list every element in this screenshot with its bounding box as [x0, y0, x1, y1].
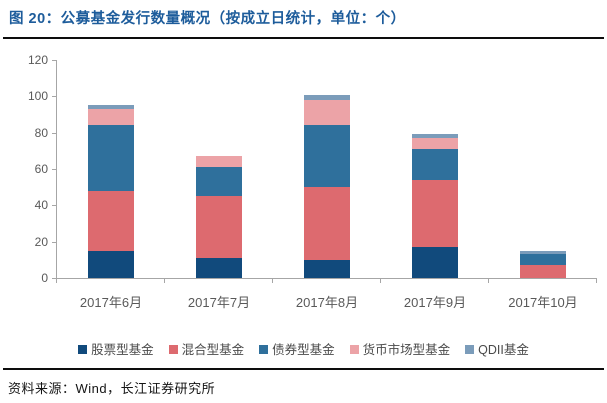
legend-label: 债券型基金: [272, 343, 335, 357]
y-tick: [52, 169, 56, 170]
x-tick: [56, 279, 57, 283]
bar-segment-债券型基金: [196, 167, 242, 197]
bar-segment-混合型基金: [520, 265, 566, 278]
y-tick-label: 80: [34, 125, 48, 140]
bar-segment-混合型基金: [304, 187, 350, 260]
bar-segment-QDII基金: [520, 250, 566, 255]
bar-segment-股票型基金: [88, 250, 134, 278]
bar-segment-混合型基金: [412, 179, 458, 248]
x-axis-label: 2017年6月: [79, 295, 143, 310]
bar-segment-货币市场型基金: [304, 99, 350, 126]
bar-segment-QDII基金: [304, 94, 350, 100]
x-axis-label: 2017年8月: [295, 295, 359, 310]
legend-item: 债券型基金: [259, 339, 335, 358]
x-tick: [488, 279, 489, 283]
x-tick: [272, 279, 273, 283]
bar-segment-债券型基金: [88, 125, 134, 191]
x-tick: [596, 279, 597, 283]
y-tick: [52, 60, 56, 61]
stacked-bar-chart: 0 20 40 60 80 100 120 2017年6月 2017年7月 2017年8月 2017…: [27, 53, 597, 310]
bar-segment-QDII基金: [412, 134, 458, 139]
title-rule: [3, 37, 604, 39]
legend-swatch-icon: [349, 344, 359, 354]
y-tick: [52, 278, 56, 279]
legend-item: 货币市场型基金: [349, 339, 451, 358]
chart-legend: 股票型基金 混合型基金 债券型基金 货币市场型基金 QDII基金: [0, 339, 607, 358]
figure-title: 图 20：公募基金发行数量概况（按成立日统计，单位：个）: [9, 11, 406, 27]
bar-segment-股票型基金: [412, 247, 458, 278]
x-axis-label: 2017年10月: [508, 295, 578, 310]
legend-label: 混合型基金: [181, 343, 245, 357]
bar-segment-债券型基金: [520, 254, 566, 266]
footer-rule: [3, 368, 604, 370]
bar-segment-股票型基金: [196, 258, 242, 278]
bar-segment-QDII基金: [88, 105, 134, 110]
y-tick-label: 20: [34, 234, 48, 249]
legend-item: 股票型基金: [78, 339, 154, 358]
x-tick: [164, 279, 165, 283]
y-tick-label: 40: [34, 198, 48, 213]
x-axis-label: 2017年7月: [187, 295, 251, 310]
bar-segment-债券型基金: [304, 125, 350, 188]
y-tick: [52, 96, 56, 98]
bar-segment-债券型基金: [412, 149, 458, 180]
y-tick-label: 100: [27, 89, 48, 104]
source-note: 资料来源：Wind，长江证券研究所: [8, 381, 216, 396]
legend-swatch-icon: [465, 344, 475, 354]
x-tick: [380, 279, 381, 283]
y-axis-line: [56, 60, 57, 279]
legend-swatch-icon: [259, 344, 269, 354]
x-axis-label: 2017年9月: [403, 295, 467, 310]
bar-segment-混合型基金: [196, 196, 242, 259]
y-tick: [52, 132, 56, 134]
x-axis-line: [56, 278, 597, 279]
bar-segment-货币市场型基金: [412, 138, 458, 149]
legend-item: QDII基金: [465, 339, 529, 358]
y-tick-label: 60: [34, 162, 48, 176]
legend-label: 股票型基金: [91, 343, 154, 357]
legend-label: QDII基金: [478, 343, 529, 357]
y-tick: [52, 205, 56, 207]
bar-segment-混合型基金: [88, 190, 134, 251]
legend-label: 货币市场型基金: [362, 343, 451, 357]
legend-swatch-icon: [168, 344, 178, 354]
legend-item: 混合型基金: [168, 339, 245, 358]
y-tick: [52, 241, 56, 243]
y-tick-label: 0: [41, 271, 48, 285]
legend-swatch-icon: [78, 344, 88, 354]
bar-segment-货币市场型基金: [196, 156, 242, 168]
bar-segment-货币市场型基金: [88, 109, 134, 126]
bar-segment-股票型基金: [304, 259, 350, 278]
y-tick-label: 120: [27, 53, 48, 67]
